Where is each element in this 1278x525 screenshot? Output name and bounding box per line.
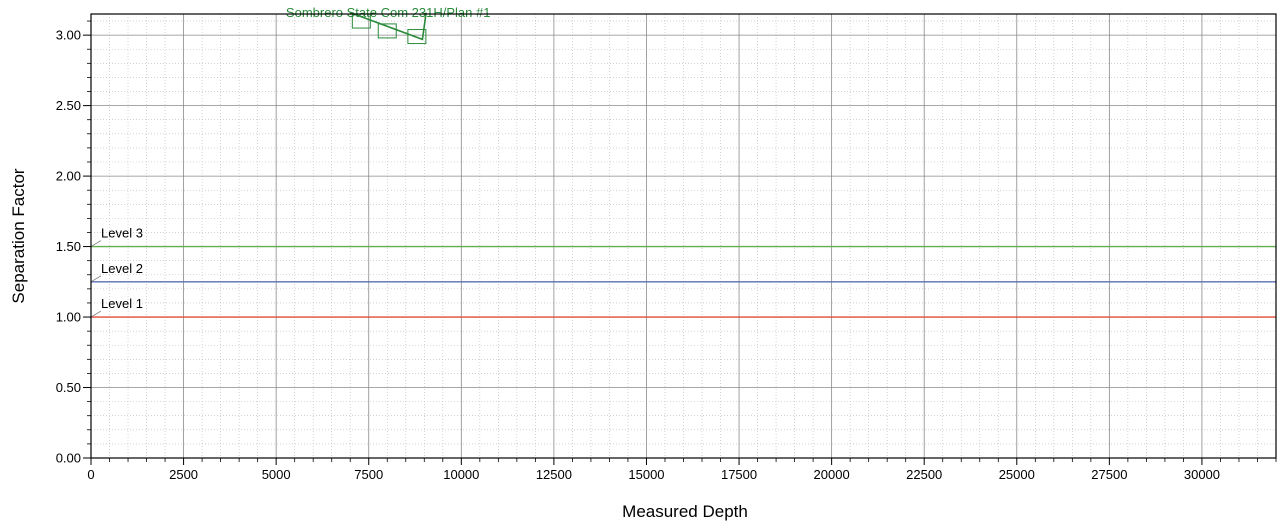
y-tick-label: 2.50	[56, 98, 81, 113]
x-tick-label: 15000	[628, 467, 664, 482]
x-axis-title: Measured Depth	[622, 502, 748, 521]
y-tick-label: 0.00	[56, 451, 81, 466]
x-tick-label: 10000	[443, 467, 479, 482]
x-tick-label: 30000	[1184, 467, 1220, 482]
y-tick-label: 3.00	[56, 28, 81, 43]
x-tick-label: 27500	[1091, 467, 1127, 482]
level-leader	[90, 275, 102, 283]
x-tick-label: 17500	[721, 467, 757, 482]
x-tick-label: 20000	[814, 467, 850, 482]
y-tick-label: 1.00	[56, 310, 81, 325]
grid-minor	[91, 14, 1277, 458]
x-tick-label: 22500	[906, 467, 942, 482]
x-tick-label: 0	[87, 467, 94, 482]
series-label: Sombrero State Com 231H/Plan #1	[286, 5, 491, 20]
y-tick-label: 2.00	[56, 169, 81, 184]
data-series: Sombrero State Com 231H/Plan #1	[286, 5, 491, 45]
x-tick-label: 7500	[354, 467, 383, 482]
y-axis-title: Separation Factor	[9, 168, 28, 303]
series-marker	[407, 29, 427, 45]
separation-levels: Level 1 Level 2 Level 3	[90, 226, 1276, 318]
x-tick-label: 25000	[999, 467, 1035, 482]
level-leader	[90, 310, 102, 318]
x-tick-label: 5000	[262, 467, 291, 482]
x-tick-label: 2500	[169, 467, 198, 482]
ticks: 0 2500 5000 7500 10000 12500 15000 17500 20000 22…	[56, 20, 1277, 482]
series-marker	[377, 23, 397, 39]
level-leader	[90, 240, 102, 247]
y-tick-label: 1.50	[56, 239, 81, 254]
y-tick-label: 0.50	[56, 380, 81, 395]
level-label: Level 3	[101, 226, 143, 241]
x-tick-label: 12500	[536, 467, 572, 482]
level-label: Level 1	[101, 296, 143, 311]
level-label: Level 2	[101, 261, 143, 276]
series-line	[349, 11, 427, 41]
